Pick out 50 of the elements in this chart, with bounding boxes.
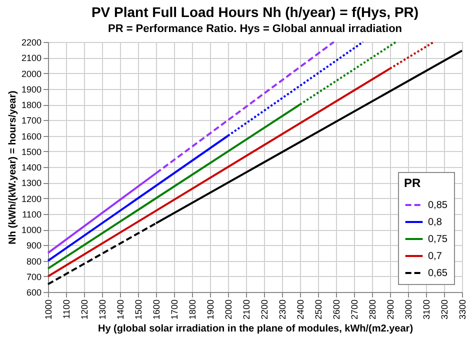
y-tick-label: 1600 [21,131,42,142]
chart-subtitle: PR = Performance Ratio. Hys = Global annual irradiation [108,23,402,35]
y-tick-label: 900 [26,240,42,251]
y-tick-label: 1100 [22,209,42,220]
x-tick-label: 2700 [350,300,360,320]
x-tick-label: 2000 [224,300,234,320]
y-tick-label: 1300 [21,178,42,188]
x-tick-label: 2300 [278,300,288,320]
x-tick-label: 2600 [332,300,342,320]
y-tick-label: 1000 [21,225,42,235]
y-tick-label: 800 [26,256,42,266]
x-tick-label: 2800 [368,300,378,320]
y-axis-title: Nh (kWh/(kW.year) = hours/year) [7,90,18,244]
x-tick-label: 1300 [98,300,108,320]
legend-label: 0,75 [428,234,448,245]
x-tick-label: 3000 [404,300,414,320]
x-tick-label: 1200 [80,300,90,320]
x-tick-label: 1500 [134,300,144,320]
x-tick-label: 1400 [116,300,126,320]
legend-label: 0,7 [428,251,442,262]
x-tick-label: 2500 [314,300,324,320]
x-tick-label: 1600 [152,300,162,320]
y-tick-label: 600 [26,288,42,298]
y-tick-label: 1800 [21,100,42,110]
legend-label: 0,8 [428,217,442,228]
legend-label: 0,85 [428,200,448,211]
x-tick-label: 2100 [242,300,252,320]
x-tick-label: 3100 [422,300,432,320]
y-tick-label: 700 [26,272,42,282]
x-tick-label: 2200 [260,300,270,320]
y-tick-label: 2000 [21,68,42,79]
x-tick-label: 1100 [62,300,72,319]
y-tick-label: 1700 [21,116,42,126]
x-tick-label: 1900 [206,300,216,320]
y-tick-label: 1400 [21,162,42,172]
x-tick-label: 3300 [458,300,468,320]
chart-title: PV Plant Full Load Hours Nh (h/year) = f(Hys, PR) [91,4,419,20]
y-tick-label: 1900 [21,84,42,94]
x-tick-label: 1800 [188,300,198,320]
x-tick-label: 2400 [296,300,306,320]
y-tick-label: 1500 [21,146,42,157]
x-tick-label: 3200 [440,300,450,320]
y-tick-label: 2200 [21,38,42,48]
y-tick-label: 2100 [21,53,42,64]
x-tick-label: 1700 [170,300,180,320]
legend-title: PR [404,176,422,190]
x-tick-label: 2900 [386,300,396,320]
y-tick-label: 1200 [21,194,42,204]
x-axis-title: Hy (global solar irradiation in the plane of modules, kWh/(m2.year) [98,324,414,335]
legend-label: 0,65 [428,268,448,279]
